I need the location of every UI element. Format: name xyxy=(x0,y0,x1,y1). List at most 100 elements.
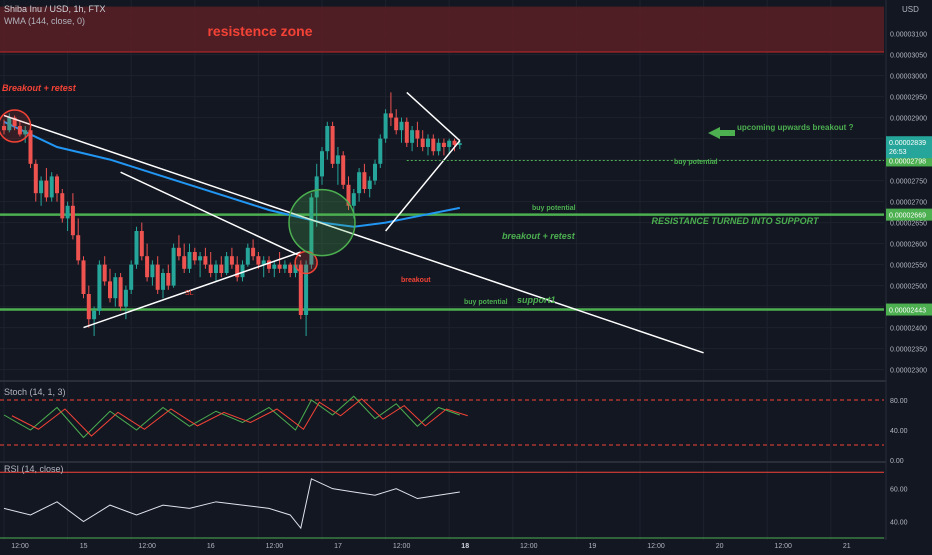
buy-potential-label-1: buy potential xyxy=(464,299,508,306)
wma-legend: WMA (144, close, 0) xyxy=(4,16,86,26)
candle-body xyxy=(70,205,75,236)
candle-body xyxy=(351,193,356,206)
candle-body xyxy=(102,264,107,282)
candle-body xyxy=(118,277,123,307)
candle-body xyxy=(304,264,309,315)
time-tick-label: 12:00 xyxy=(774,543,792,550)
price-tick-label: 0.00003100 xyxy=(890,32,927,39)
candle-body xyxy=(86,294,91,320)
candle-body xyxy=(219,264,224,273)
candle-body xyxy=(155,264,160,290)
price-tick-label: 0.00002600 xyxy=(890,242,927,249)
price-tick-label: 0.00002650 xyxy=(890,221,927,228)
rsi-tick-label: 40.00 xyxy=(890,520,908,527)
price-tick-label: 0.00002300 xyxy=(890,368,927,375)
candle-body xyxy=(309,197,314,265)
price-tick-label: 0.00002400 xyxy=(890,326,927,333)
candle-body xyxy=(229,256,234,265)
candle-body xyxy=(420,138,425,147)
breakout-retest-circle-mid xyxy=(288,188,356,257)
candle-body xyxy=(314,176,319,198)
resistance-zone-label: resistence zone xyxy=(207,23,312,39)
buy-potential-label-3: buy potential xyxy=(674,159,718,166)
price-tick-label: 0.00002550 xyxy=(890,263,927,270)
candle-body xyxy=(373,163,377,181)
candle-body xyxy=(415,130,420,139)
candle-body xyxy=(272,264,277,269)
candle-body xyxy=(383,113,388,139)
wma-line xyxy=(3,120,460,228)
candle-body xyxy=(325,126,330,152)
price-tick-label: 0.00003050 xyxy=(890,53,927,60)
candle-body xyxy=(251,247,256,257)
breakout-label: breakout xyxy=(401,277,431,284)
candle-body xyxy=(357,172,362,194)
stoch-tick-label: 40.00 xyxy=(890,428,908,435)
candle-body xyxy=(235,264,240,278)
candle-body xyxy=(108,281,112,299)
candle-body xyxy=(76,235,81,261)
candle-body xyxy=(23,130,28,135)
candle-body xyxy=(176,247,181,257)
symbol-legend: Shiba Inu / USD, 1h, FTX xyxy=(4,4,106,14)
resistance-turned-support-label: RESISTANCE TURNED INTO SUPPORT xyxy=(651,216,820,226)
time-tick-label: 12:00 xyxy=(138,543,156,550)
trendline xyxy=(83,251,302,329)
candle-body xyxy=(394,117,399,131)
candle-body xyxy=(362,172,367,189)
price-level-box xyxy=(886,303,932,316)
price-level-label: 0.00002798 xyxy=(889,158,926,165)
candle-body xyxy=(399,121,404,131)
time-tick-label: 12:00 xyxy=(647,543,665,550)
candle-body xyxy=(129,264,134,290)
candle-body xyxy=(171,247,176,286)
candle-body xyxy=(320,151,324,177)
candle-body xyxy=(145,256,150,278)
time-tick-label: 16 xyxy=(207,543,215,550)
price-tick-label: 0.00002750 xyxy=(890,179,927,186)
candle-body xyxy=(2,126,6,131)
price-tick-label: 0.00002500 xyxy=(890,284,927,291)
time-tick-label: 20 xyxy=(716,543,724,550)
buy-potential-label-2: buy potential xyxy=(532,205,576,212)
current-price-box xyxy=(886,136,932,159)
candle-body xyxy=(44,180,49,198)
time-tick-label: 12:00 xyxy=(520,543,538,550)
candle-body xyxy=(293,264,298,273)
candle-body xyxy=(12,117,17,126)
candle-body xyxy=(261,260,266,265)
candle-body xyxy=(192,252,197,261)
candle-body xyxy=(65,205,70,219)
candle-body xyxy=(256,256,261,265)
arrow-left-icon xyxy=(708,127,735,139)
candle-body xyxy=(187,252,192,269)
price-level-label: 0.00002443 xyxy=(889,308,926,315)
candle-body xyxy=(267,260,271,269)
candle-body xyxy=(431,138,436,152)
candle-body xyxy=(214,264,218,273)
candle-body xyxy=(139,231,144,257)
candle-body xyxy=(277,264,282,269)
time-tick-label: 17 xyxy=(334,543,342,550)
candle-body xyxy=(7,117,12,131)
time-tick-label: 12:00 xyxy=(393,543,411,550)
candle-body xyxy=(161,273,165,290)
trendline xyxy=(120,171,302,257)
candle-body xyxy=(341,155,346,185)
candle-body xyxy=(388,113,393,118)
candle-body xyxy=(134,231,139,265)
price-axis-bg xyxy=(886,0,932,550)
price-tick-label: 0.00002950 xyxy=(890,95,927,102)
breakout-retest-top-label: Breakout + retest xyxy=(2,83,77,93)
candle-body xyxy=(346,184,351,206)
candle-body xyxy=(49,176,54,198)
candle-body xyxy=(282,264,287,269)
breakout-retest-mid-label: breakout + retest xyxy=(502,231,576,241)
candle-body xyxy=(97,264,102,311)
candle-body xyxy=(426,138,430,147)
candle-body xyxy=(452,140,457,145)
stoch-legend: Stoch (14, 1, 3) xyxy=(4,387,66,397)
trendline xyxy=(3,114,704,354)
